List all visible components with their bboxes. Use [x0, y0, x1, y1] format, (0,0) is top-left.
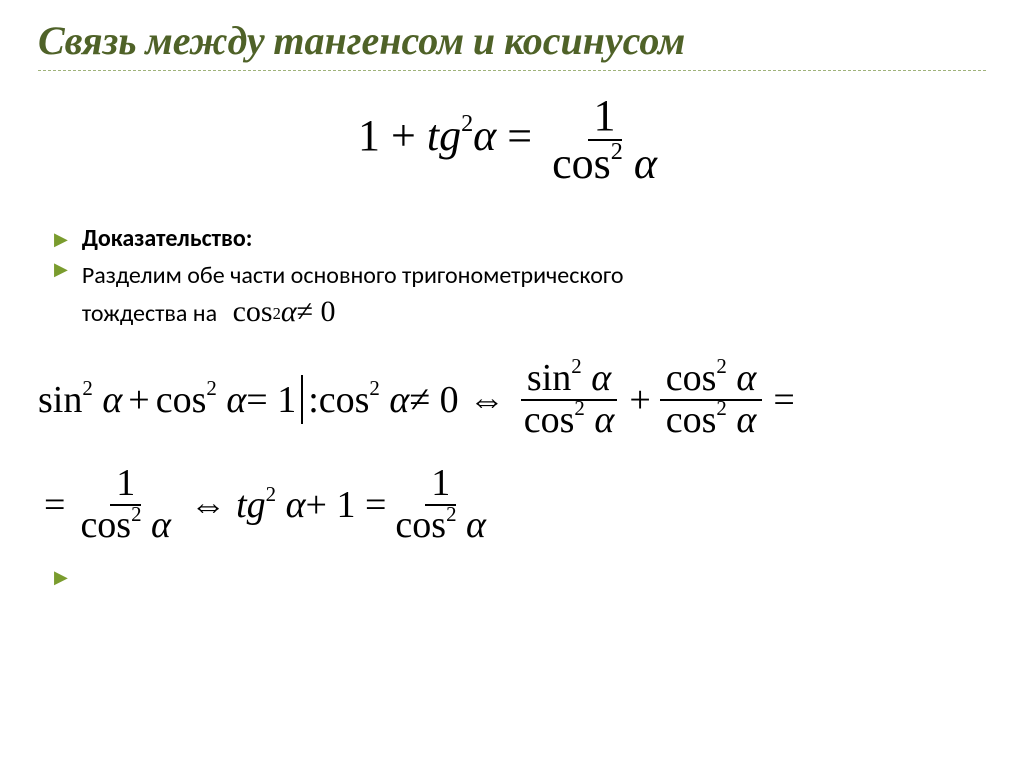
- proof-label: Доказательство:: [82, 223, 253, 255]
- eq-rhs-frac: 1 cos2 α: [546, 93, 663, 187]
- iff-2: ⇔: [190, 484, 226, 526]
- bullet-proof: ▶ Доказательство:: [54, 223, 986, 255]
- colon: :: [308, 378, 319, 422]
- frac-1-cos2-b: 1 cos2 α: [389, 464, 492, 546]
- cond-cos2-neq0: cos2 α ≠ 0: [233, 292, 336, 333]
- slide-container: Связь между тангенсом и косинусом 1 + tg…: [0, 0, 1024, 767]
- leading-eq: =: [44, 483, 65, 527]
- frac-sin-cos: sin2 α cos2 α: [518, 359, 621, 441]
- main-equation: 1 + tg2α = 1 cos2 α: [38, 93, 986, 187]
- slide-title: Связь между тангенсом и косинусом: [38, 18, 986, 64]
- derivation-line-1: sin2 α + cos2 α = 1 : cos2 α ≠ 0 ⇔ sin2 …: [38, 359, 986, 441]
- plus-one-eq: + 1 =: [306, 483, 387, 527]
- cos2a: cos2 α: [156, 378, 247, 422]
- iff-1: ⇔: [469, 379, 505, 421]
- tg2a: tg2 α: [236, 483, 305, 527]
- bullet-icon: ▶: [54, 229, 68, 250]
- bullet-icon: ▶: [54, 259, 68, 280]
- title-underline: [38, 70, 986, 71]
- derivation-line-2: = 1 cos2 α ⇔ tg2 α + 1 = 1 cos2 α: [38, 464, 986, 546]
- frac-cos-cos: cos2 α cos2 α: [660, 359, 763, 441]
- eq-lhs: 1 + tg2α: [358, 111, 496, 160]
- neq0: ≠ 0: [409, 378, 458, 422]
- frac-1-cos2-a: 1 cos2 α: [74, 464, 177, 546]
- cos2a-cond: cos2 α: [319, 378, 410, 422]
- sin2a: sin2 α: [38, 378, 122, 422]
- divide-text: Разделим обе части основного тригонометр…: [82, 260, 624, 333]
- empty-bullet: ▶: [54, 568, 986, 589]
- trailing-eq: =: [773, 378, 794, 422]
- eq-equals: =: [507, 111, 543, 160]
- bullet-divide: ▶ Разделим обе части основного тригономе…: [54, 260, 986, 333]
- bullet-icon: ▶: [54, 567, 68, 588]
- divider-bar: [301, 375, 303, 424]
- equals-one: = 1: [246, 378, 296, 422]
